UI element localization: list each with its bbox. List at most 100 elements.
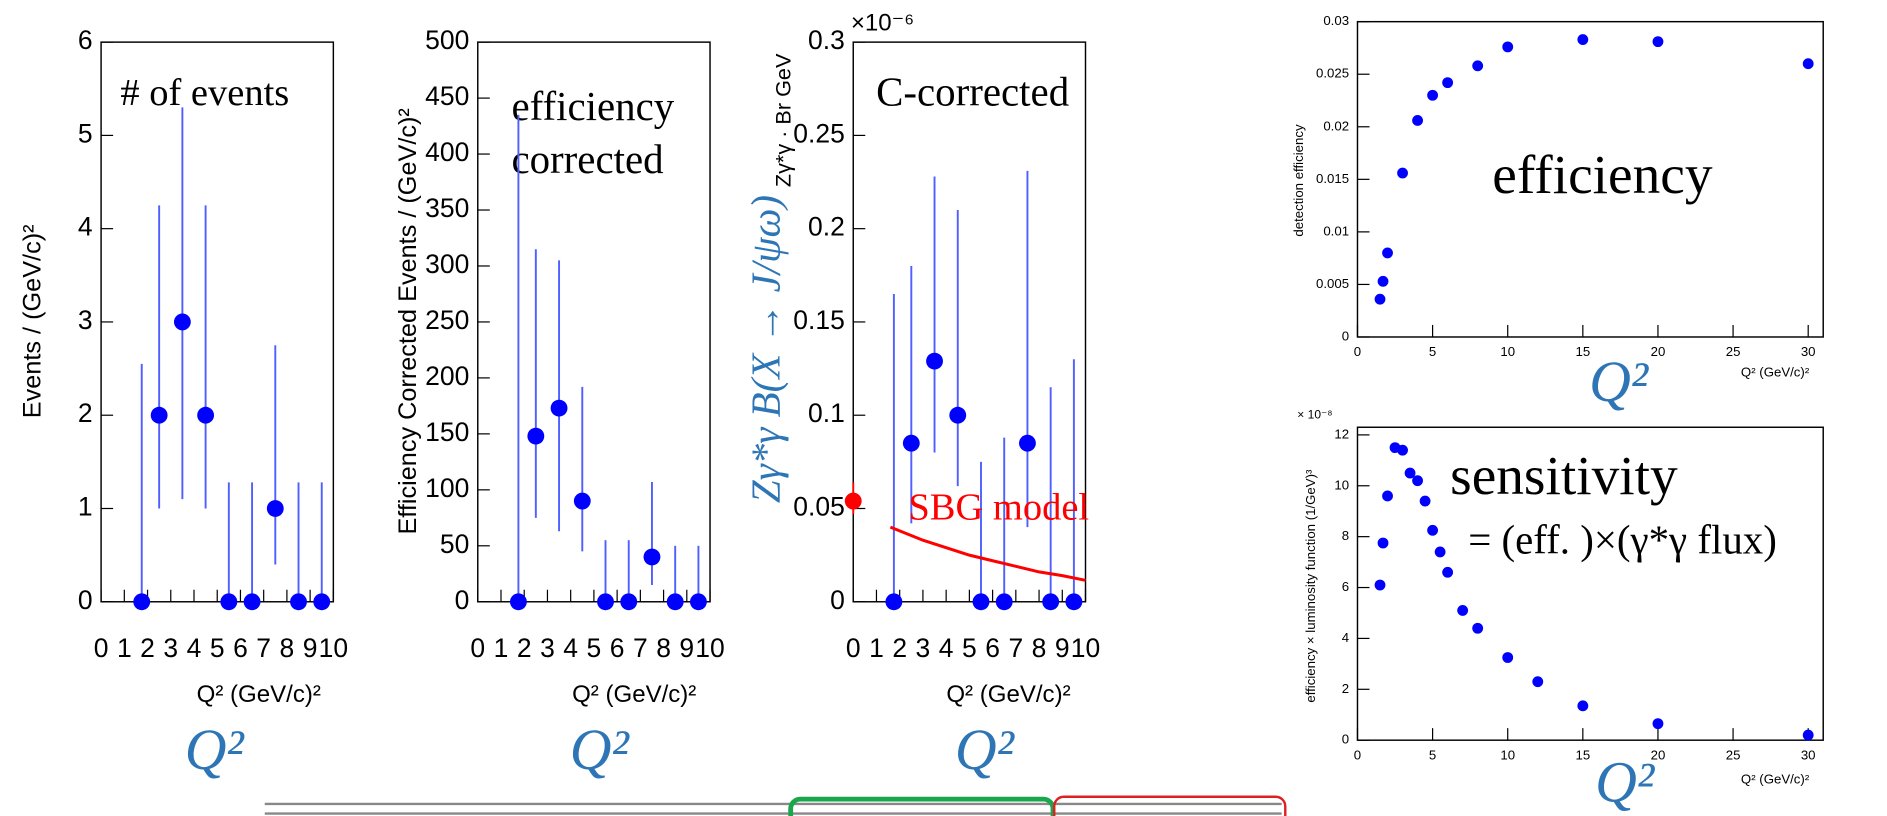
- data-point: [1397, 444, 1408, 456]
- y-tick-label: 150: [425, 417, 469, 447]
- highlight-box: [1053, 795, 1287, 816]
- y-tick-label: 5: [78, 118, 93, 148]
- x-tick-label: 6: [233, 633, 248, 663]
- annotation: Q²: [570, 719, 631, 782]
- y-axis-label: Efficiency Corrected Events / (GeV/c)²: [394, 108, 422, 534]
- y-tick-label: 6: [1342, 579, 1349, 594]
- data-point: [1442, 566, 1454, 578]
- y-tick-label: 0.025: [1316, 66, 1349, 81]
- data-point: [1502, 652, 1514, 663]
- x-tick-label: 5: [962, 633, 977, 663]
- data-point: [926, 352, 943, 370]
- data-point: [1577, 34, 1589, 45]
- data-point: [1652, 718, 1664, 730]
- y-tick-label: 400: [425, 137, 469, 167]
- x-tick-label: 4: [939, 633, 954, 663]
- x-tick-label: 2: [517, 633, 532, 663]
- annotation: Q²: [1589, 351, 1650, 414]
- x-tick-label: 0: [1354, 747, 1361, 762]
- x-tick-label: 2: [892, 633, 907, 663]
- data-point: [1377, 537, 1389, 549]
- data-point: [844, 492, 862, 510]
- x-tick-label: 3: [163, 633, 178, 663]
- data-point: [1577, 700, 1589, 712]
- y-tick-label: 0.1: [808, 398, 845, 428]
- data-point: [573, 492, 591, 510]
- data-point: [1457, 605, 1469, 616]
- data-point: [220, 593, 238, 611]
- data-point: [1472, 60, 1484, 72]
- y-tick-label: 100: [425, 473, 469, 503]
- data-point: [290, 593, 307, 611]
- data-point: [1412, 115, 1423, 126]
- x-axis-label: Q² (GeV/c)²: [946, 681, 1070, 708]
- y-tick-label: 0.005: [1316, 276, 1349, 291]
- x-tick-label: 4: [563, 633, 578, 663]
- annotation: efficiency: [1492, 144, 1713, 205]
- x-tick-label: 5: [1429, 747, 1436, 762]
- data-point: [902, 434, 920, 452]
- data-point: [1412, 475, 1423, 487]
- x-tick-label: 1: [494, 633, 509, 663]
- data-point: [1377, 275, 1389, 287]
- y-tick-label: 6: [78, 25, 93, 55]
- y-tick-label: 0.3: [808, 25, 845, 55]
- data-point: [1442, 77, 1454, 89]
- x-tick-label: 0: [1354, 344, 1361, 359]
- data-point: [1802, 58, 1814, 70]
- x-tick-label: 3: [540, 633, 555, 663]
- x-tick-label: 20: [1651, 747, 1666, 762]
- x-tick-label: 0: [94, 633, 109, 663]
- curve-label: SBG model: [908, 486, 1089, 528]
- data-point: [1374, 293, 1386, 305]
- data-point: [1019, 434, 1036, 452]
- x-tick-label: 7: [633, 633, 648, 663]
- annotation: # of events: [120, 72, 289, 114]
- data-point: [643, 548, 661, 566]
- annotation: corrected: [511, 137, 663, 182]
- x-tick-label: 7: [1008, 633, 1023, 663]
- x-tick-label: 3: [916, 633, 931, 663]
- x-tick-label: 9: [1055, 633, 1070, 663]
- x-tick-label: 8: [280, 633, 295, 663]
- x-axis-label: Q² (GeV/c)²: [197, 681, 321, 708]
- x-tick-label: 8: [1032, 633, 1047, 663]
- x-tick-label: 25: [1726, 747, 1741, 762]
- data-point: [1434, 546, 1446, 558]
- y-axis-label: detection efficiency: [1291, 124, 1306, 237]
- y-tick-label: 350: [425, 193, 469, 223]
- data-point: [620, 593, 638, 611]
- y-tick-label: 0.2: [808, 212, 845, 242]
- x-tick-label: 0: [470, 633, 485, 663]
- plot-frame: [1356, 426, 1824, 741]
- data-point: [527, 427, 545, 445]
- x-axis-label: Q² (GeV/c)²: [572, 681, 696, 708]
- y-tick-label: 0: [1342, 328, 1349, 343]
- data-point: [313, 593, 331, 611]
- x-tick-label: 10: [319, 633, 348, 663]
- y-tick-label: 0.05: [793, 491, 845, 521]
- x-axis-label: Q² (GeV/c)²: [1741, 771, 1810, 786]
- model-curve: [889, 525, 1086, 582]
- data-point: [1472, 622, 1484, 634]
- data-point: [972, 593, 990, 611]
- y-axis-label: Events / (GeV/c)²: [18, 224, 46, 418]
- x-tick-label: 15: [1575, 344, 1590, 359]
- data-point: [1404, 467, 1416, 479]
- axis-multiplier: ×10⁻⁶: [851, 9, 914, 36]
- x-tick-label: 9: [303, 633, 318, 663]
- x-tick-label: 1: [117, 633, 132, 663]
- y-tick-label: 0: [830, 585, 845, 615]
- x-tick-label: 4: [187, 633, 202, 663]
- data-point: [243, 593, 261, 611]
- annotation: Zγ*γ B(X → J/ψω): [744, 195, 789, 503]
- x-tick-label: 2: [140, 633, 155, 663]
- y-tick-label: 500: [425, 25, 469, 55]
- data-point: [1397, 167, 1408, 179]
- data-point: [1382, 490, 1393, 502]
- data-point: [689, 593, 707, 611]
- x-tick-label: 10: [1500, 344, 1515, 359]
- y-tick-label: 0.15: [793, 305, 845, 335]
- x-tick-label: 20: [1651, 344, 1666, 359]
